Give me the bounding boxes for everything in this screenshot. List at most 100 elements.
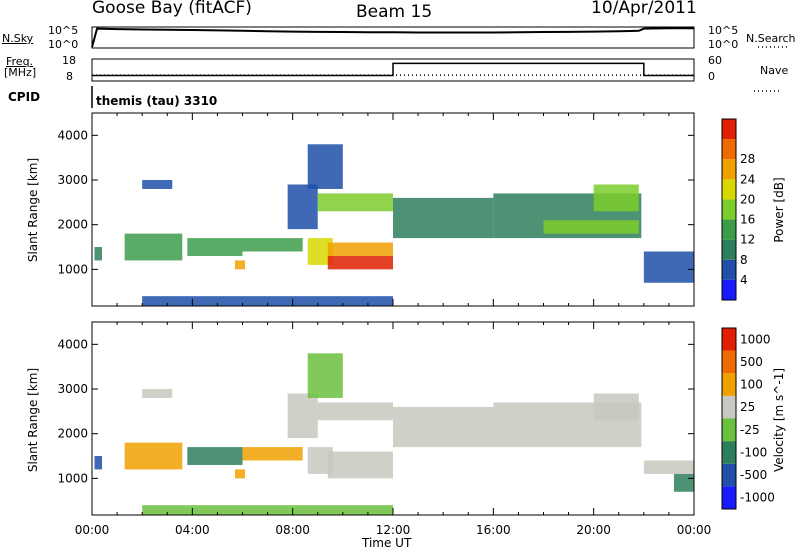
power-ytick-label-0: 1000 [57, 262, 88, 276]
velocity-region-6 [287, 393, 318, 439]
velocity-colorbar-segment-0 [722, 486, 736, 509]
power-colorbar-segment-1 [722, 259, 736, 280]
velocity-colorbar-tick-5: -100 [740, 445, 767, 459]
beam-title: Beam 15 [356, 2, 433, 22]
power-region-10 [327, 242, 393, 256]
power-region-12 [393, 197, 494, 239]
nsearch-label: N.Search [746, 32, 796, 45]
x-tick-label-2: 08:00 [275, 523, 310, 537]
velocity-region-7 [307, 353, 343, 398]
velocity-colorbar-segment-7 [722, 328, 736, 351]
power-colorbar-tick-3: 16 [740, 213, 755, 227]
freq-label: Freq. [6, 55, 34, 68]
nsky-label: N.Sky [2, 32, 34, 45]
power-colorbar-tick-4: 20 [740, 192, 755, 206]
x-tick-label-1: 04:00 [175, 523, 210, 537]
velocity-colorbar-tick-4: -25 [740, 423, 760, 437]
power-colorbar-tick-1: 8 [740, 253, 748, 267]
power-colorbar-segment-2 [722, 239, 736, 260]
velocity-colorbar-segment-3 [722, 418, 736, 442]
freq-right-tick-bottom: 0 [708, 70, 715, 83]
power-ytick-label-1: 2000 [57, 218, 88, 232]
x-axis-label: Time UT [362, 536, 412, 550]
velocity-colorbar-segment-6 [722, 350, 736, 374]
nsky-line [91, 27, 694, 48]
x-tick-label-6: 00:00 [677, 523, 712, 537]
date-title: 10/Apr/2011 [591, 0, 697, 18]
noise-right-tick-bottom: 10^0 [708, 38, 739, 51]
velocity-colorbar-segment-2 [722, 441, 736, 464]
noise-right-tick-top: 10^5 [708, 24, 739, 37]
noise-left-tick-bottom: 10^0 [48, 38, 79, 51]
velocity-region-16 [142, 505, 393, 515]
power-region-16 [643, 251, 694, 283]
velocity-colorbar-tick-6: -500 [740, 468, 767, 482]
velocity-colorbar-tick-2: 100 [740, 378, 763, 392]
velocity-colorbar-tick-1: 500 [740, 355, 763, 369]
power-region-2 [142, 180, 173, 189]
freq-unit-label: [MHz] [4, 66, 37, 79]
power-region-4 [234, 260, 246, 270]
power-region-1 [124, 233, 183, 261]
velocity-colorbar-tick-7: -1000 [740, 491, 775, 505]
power-region-6 [287, 184, 318, 230]
power-region-17 [142, 296, 393, 306]
x-tick-label-0: 00:00 [75, 523, 110, 537]
power-colorbar-tick-2: 12 [740, 233, 755, 247]
velocity-region-14 [643, 460, 694, 474]
velocity-region-15 [673, 473, 694, 492]
velocity-region-9 [327, 451, 393, 479]
freq-right-tick-top: 60 [708, 54, 722, 67]
freq-panel-frame [91, 58, 695, 82]
velocity-region-2 [142, 389, 173, 398]
x-tick-label-3: 12:00 [376, 523, 411, 537]
cpid-label: CPID [8, 90, 41, 104]
velocity-region-5 [242, 447, 303, 461]
power-region-11 [317, 193, 393, 212]
velocity-region-11 [393, 406, 494, 448]
x-tick-label-5: 20:00 [576, 523, 611, 537]
velocity-colorbar-segment-1 [722, 463, 736, 487]
noise-panel-frame [91, 26, 695, 49]
power-region-3 [187, 238, 243, 256]
velocity-region-13 [593, 393, 639, 421]
freq-left-tick-top: 18 [62, 54, 76, 67]
power-colorbar-segment-7 [722, 139, 736, 160]
power-colorbar-segment-4 [722, 199, 736, 220]
velocity-ytick-label-1: 2000 [57, 427, 88, 441]
power-colorbar-segment-0 [722, 279, 736, 300]
velocity-region-4 [234, 469, 246, 479]
power-colorbar-tick-6: 28 [740, 152, 755, 166]
velocity-region-10 [317, 402, 393, 421]
velocity-colorbar-tick-3: 25 [740, 400, 755, 414]
power-region-7 [307, 144, 343, 189]
power-region-5 [242, 238, 303, 252]
power-region-14 [543, 220, 639, 234]
velocity-region-3 [187, 447, 243, 465]
velocity-region-1 [124, 442, 183, 470]
cpid-value: themis (tau) 3310 [96, 94, 218, 108]
power-region-9 [327, 255, 393, 270]
velocity-region-0 [94, 456, 103, 470]
power-ytick-label-3: 4000 [57, 128, 88, 142]
freq-left-tick-bottom: 8 [66, 70, 73, 83]
velocity-ytick-label-0: 1000 [57, 471, 88, 485]
velocity-ytick-label-3: 4000 [57, 337, 88, 351]
power-colorbar-segment-8 [722, 119, 736, 140]
x-tick-label-4: 16:00 [476, 523, 511, 537]
freq-line [92, 62, 694, 77]
velocity-colorbar-tick-0: 1000 [740, 332, 771, 346]
power-colorbar-segment-3 [722, 219, 736, 240]
velocity-colorbar-frame [721, 327, 737, 510]
power-colorbar-segment-5 [722, 179, 736, 200]
velocity-colorbar-segment-5 [722, 373, 736, 396]
station-title: Goose Bay (fitACF) [92, 0, 252, 18]
noise-left-tick-top: 10^5 [48, 24, 79, 37]
velocity-colorbar-segment-4 [722, 395, 736, 419]
power-region-0 [94, 247, 103, 261]
power-colorbar-tick-5: 24 [740, 172, 755, 186]
power-ytick-label-2: 3000 [57, 173, 88, 187]
power-colorbar-segment-6 [722, 159, 736, 180]
